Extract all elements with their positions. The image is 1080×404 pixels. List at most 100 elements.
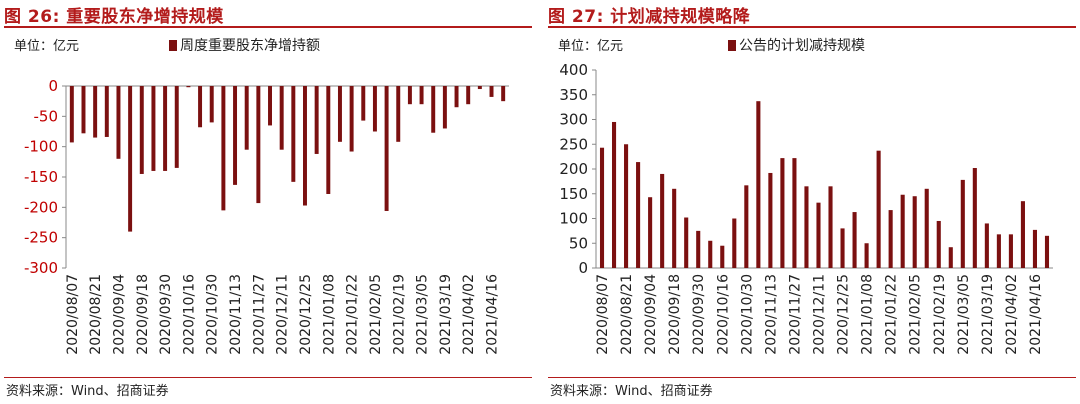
x-tick-label: 2020/11/27 — [787, 274, 803, 355]
source-divider — [4, 377, 532, 378]
x-tick-label: 2020/09/04 — [111, 274, 127, 355]
x-tick-label: 2020/08/21 — [619, 274, 635, 355]
bar — [209, 86, 214, 123]
bar — [732, 218, 737, 268]
x-tick-label: 2020/12/11 — [275, 274, 291, 355]
bar — [876, 150, 881, 268]
bar — [139, 86, 144, 174]
y-tick-label: 400 — [559, 61, 588, 79]
x-tick-label: 2021/01/22 — [345, 274, 361, 355]
bar — [326, 86, 331, 194]
bar — [419, 86, 424, 105]
bar — [948, 247, 953, 268]
bar — [489, 86, 494, 97]
bar — [960, 179, 965, 268]
x-tick-label: 2020/08/21 — [88, 274, 104, 355]
x-tick-label: 2020/08/07 — [65, 274, 81, 355]
bar — [660, 173, 665, 268]
bar — [233, 86, 238, 185]
bar — [221, 86, 226, 211]
bar — [477, 86, 482, 90]
bar — [816, 202, 821, 268]
x-tick-label: 2021/01/08 — [321, 274, 337, 355]
legend-label: 公告的计划减持规模 — [739, 38, 865, 54]
bar — [81, 86, 86, 134]
bar — [599, 147, 605, 268]
bar — [268, 86, 272, 126]
y-tick-label: 300 — [559, 111, 588, 129]
bar — [792, 158, 797, 268]
source-note: 资料来源：Wind、招商证券 — [6, 384, 169, 399]
x-tick-label: 2021/02/05 — [368, 274, 384, 355]
bar — [744, 185, 749, 268]
bar — [372, 86, 377, 132]
figure-title: 图 26: 重要股东净增持规模 — [4, 7, 224, 27]
bar — [384, 86, 389, 211]
x-tick-label: 2020/10/16 — [715, 274, 731, 355]
bar — [454, 86, 459, 108]
bar — [984, 223, 989, 268]
bar — [972, 168, 977, 268]
source-note: 资料来源：Wind、招商证券 — [550, 384, 713, 399]
unit-label: 单位：亿元 — [558, 39, 623, 54]
x-tick-label: 2020/11/27 — [251, 274, 267, 355]
bar — [291, 86, 296, 182]
x-tick-label: 2021/04/02 — [461, 274, 477, 355]
x-tick-label: 2021/03/05 — [415, 274, 431, 355]
bar — [431, 86, 436, 133]
bar — [864, 243, 869, 268]
bar — [466, 86, 471, 105]
y-tick-label: 0 — [48, 77, 58, 95]
x-tick-label: 2021/01/22 — [884, 274, 900, 355]
bar — [996, 234, 1001, 268]
bar — [186, 86, 191, 88]
bar — [1020, 201, 1025, 268]
bar — [1044, 235, 1050, 268]
bar — [912, 196, 917, 268]
title-divider — [548, 26, 1076, 28]
bar — [1008, 234, 1013, 268]
bar — [244, 86, 249, 150]
y-tick-label: 350 — [559, 86, 588, 104]
y-tick-label: -150 — [24, 168, 58, 186]
legend-swatch — [728, 40, 736, 51]
y-tick-label: -100 — [24, 138, 58, 156]
bar — [361, 86, 366, 121]
x-tick-label: 2021/04/16 — [1028, 274, 1044, 355]
title-divider — [4, 26, 532, 28]
y-tick-label: -200 — [24, 198, 58, 216]
bar — [672, 188, 677, 268]
bar — [104, 86, 109, 137]
y-tick-label: 250 — [559, 135, 588, 153]
x-tick-label: 2020/12/25 — [298, 274, 314, 355]
x-tick-label: 2020/11/13 — [763, 274, 779, 355]
bar — [163, 86, 168, 171]
bar — [840, 228, 845, 268]
bar — [93, 86, 98, 138]
x-tick-label: 2021/03/05 — [956, 274, 972, 355]
bar — [696, 230, 701, 268]
bar — [116, 86, 121, 159]
bar — [303, 86, 307, 206]
bar — [804, 186, 809, 268]
legend-swatch — [169, 40, 177, 51]
x-tick-label: 2021/04/02 — [1004, 274, 1020, 355]
bar — [128, 86, 133, 232]
x-tick-label: 2020/11/13 — [228, 274, 244, 355]
bar — [337, 86, 342, 142]
y-tick-label: 100 — [559, 210, 588, 228]
x-tick-label: 2020/09/30 — [158, 274, 174, 355]
x-tick-label: 2020/08/07 — [595, 274, 611, 355]
x-tick-label: 2020/09/18 — [667, 274, 683, 355]
y-tick-label: 200 — [559, 160, 588, 178]
bar — [636, 162, 641, 268]
y-tick-label: 50 — [569, 234, 588, 252]
x-tick-label: 2021/02/19 — [932, 274, 948, 355]
bar — [69, 86, 74, 143]
bar — [442, 86, 447, 129]
bar — [900, 194, 905, 268]
unit-label: 单位：亿元 — [14, 39, 79, 54]
x-tick-label: 2020/09/04 — [643, 274, 659, 355]
bar — [151, 86, 156, 171]
x-tick-label: 2020/10/16 — [181, 274, 197, 355]
